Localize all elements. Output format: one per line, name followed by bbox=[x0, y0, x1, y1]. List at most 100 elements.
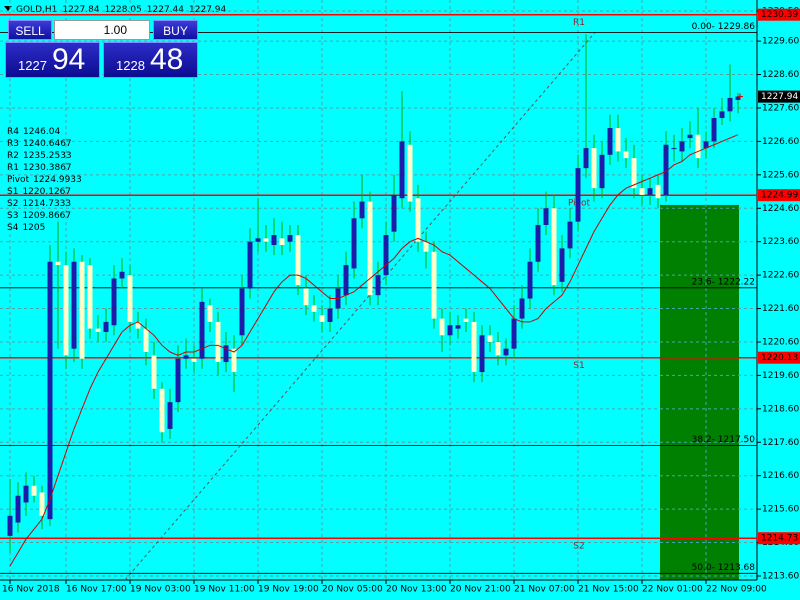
candle-body bbox=[423, 241, 429, 252]
candle-body bbox=[215, 321, 221, 363]
chart-header: GOLD,H1 1227.84 1228.05 1227.44 1227.94 bbox=[16, 5, 227, 15]
candle-body bbox=[647, 188, 653, 195]
candle-body bbox=[599, 154, 605, 189]
candle-body bbox=[279, 238, 285, 246]
candle-body bbox=[47, 261, 53, 520]
trendline bbox=[124, 32, 596, 581]
fibo-label: 23.6- 1222.22 bbox=[692, 277, 755, 287]
candle-body bbox=[495, 341, 501, 356]
pivot-name: Pivot bbox=[7, 175, 30, 185]
x-tick-label: 16 Nov 17:00 bbox=[66, 585, 127, 595]
candle-body bbox=[591, 148, 597, 189]
y-tick-label: 1225.60 bbox=[762, 170, 799, 180]
candle-body bbox=[655, 184, 661, 199]
pivot-row: S1 1220.1267 bbox=[7, 187, 71, 197]
header-close: 1227.94 bbox=[189, 5, 226, 15]
lots-input[interactable]: 1.00 bbox=[54, 20, 150, 40]
header-high: 1228.05 bbox=[105, 5, 142, 15]
candle-body bbox=[719, 111, 725, 119]
candle-body bbox=[63, 265, 69, 356]
pivot-name: R3 bbox=[7, 139, 19, 149]
candle-body bbox=[95, 328, 101, 332]
ask-quote[interactable]: 1228 48 bbox=[103, 42, 198, 78]
x-tick-label: 16 Nov 2018 bbox=[2, 585, 60, 595]
pivot-row: S3 1209.8667 bbox=[7, 211, 71, 221]
candle-body bbox=[463, 318, 469, 322]
header-low: 1227.44 bbox=[147, 5, 184, 15]
x-tick-label: 22 Nov 01:00 bbox=[642, 585, 703, 595]
pivot-value: 1220.1267 bbox=[22, 187, 71, 197]
candle-body bbox=[679, 141, 685, 152]
candle-body bbox=[623, 151, 629, 159]
pivot-row: S4 1205 bbox=[7, 223, 45, 233]
candle-body bbox=[567, 221, 573, 249]
candle-body bbox=[575, 168, 581, 222]
current-price-label: 1227.94 bbox=[761, 92, 798, 102]
candle-body bbox=[583, 148, 589, 169]
candle-body bbox=[295, 235, 301, 286]
one-click-panel: SELL 1.00 BUY 1227 94 1228 48 bbox=[5, 18, 200, 78]
price-box-label: 1220.13 bbox=[761, 353, 798, 363]
candle-body bbox=[191, 358, 197, 363]
pivot-value: 1246.04 bbox=[23, 127, 60, 137]
symbol: GOLD,H1 bbox=[16, 5, 57, 15]
candle-body bbox=[455, 325, 461, 329]
candle-body bbox=[135, 321, 141, 329]
y-tick-label: 1223.60 bbox=[762, 237, 799, 247]
candle-body bbox=[383, 235, 389, 276]
candle-body bbox=[39, 492, 45, 516]
pivot-row: R3 1240.6467 bbox=[7, 139, 72, 149]
candle-body bbox=[23, 485, 29, 503]
x-tick-label: 19 Nov 19:00 bbox=[258, 585, 319, 595]
price-box bbox=[758, 8, 800, 21]
candle-body bbox=[327, 308, 333, 322]
current-price-marker bbox=[737, 93, 743, 100]
candle-body bbox=[55, 261, 61, 266]
candle-body bbox=[263, 238, 269, 242]
candle-body bbox=[351, 218, 357, 269]
candle-body bbox=[159, 388, 165, 433]
candle-body bbox=[535, 224, 541, 262]
candle-body bbox=[727, 97, 733, 112]
candle-body bbox=[7, 515, 13, 536]
y-tick-label: 1219.60 bbox=[762, 371, 799, 381]
candle-body bbox=[735, 96, 741, 100]
candle-body bbox=[167, 402, 173, 429]
candle-body bbox=[319, 315, 325, 322]
pivot-row: R2 1235.2533 bbox=[7, 151, 72, 161]
candle-body bbox=[695, 134, 701, 159]
y-tick-label: 1220.60 bbox=[762, 337, 799, 347]
buy-button[interactable]: BUY bbox=[153, 20, 198, 40]
y-tick-label: 1229.60 bbox=[762, 37, 799, 47]
candle-body bbox=[543, 208, 549, 225]
candle-body bbox=[639, 188, 645, 195]
sell-button[interactable]: SELL bbox=[8, 20, 52, 40]
candle-body bbox=[231, 348, 237, 373]
pivot-row: R1 1230.3867 bbox=[7, 163, 72, 173]
x-tick-label: 20 Nov 21:00 bbox=[450, 585, 511, 595]
candle-body bbox=[367, 201, 373, 296]
candle-body bbox=[343, 265, 349, 296]
candle-body bbox=[223, 345, 229, 363]
candle-body bbox=[551, 208, 557, 286]
fibo-label: 50.0- 1213.68 bbox=[692, 563, 756, 573]
candle-body bbox=[375, 275, 381, 296]
y-tick-label: 1222.60 bbox=[762, 271, 799, 281]
pivot-name: S3 bbox=[7, 211, 18, 221]
candle-body bbox=[207, 305, 213, 322]
candle-body bbox=[311, 305, 317, 312]
candle-body bbox=[143, 328, 149, 353]
candle-body bbox=[479, 335, 485, 373]
candle-body bbox=[687, 134, 693, 139]
candle-body bbox=[199, 301, 205, 359]
candle-body bbox=[151, 355, 157, 389]
bid-quote[interactable]: 1227 94 bbox=[5, 42, 100, 78]
candle-body bbox=[447, 325, 453, 336]
candle-body bbox=[127, 275, 133, 322]
y-tick-label: 1226.60 bbox=[762, 137, 799, 147]
y-tick-label: 1227.60 bbox=[762, 103, 799, 113]
fibo-label: 38.2- 1217.50 bbox=[692, 435, 756, 445]
y-tick-label: 1218.60 bbox=[762, 404, 799, 414]
candle-body bbox=[431, 251, 437, 319]
